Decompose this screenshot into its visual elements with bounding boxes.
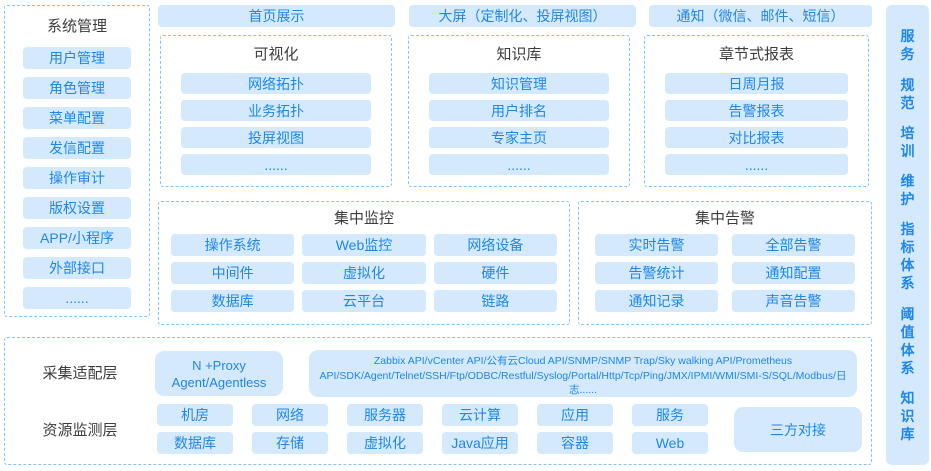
feature-box: ...... <box>665 154 848 175</box>
resource-box: 虚拟化 <box>347 432 423 454</box>
resource-box: 数据库 <box>157 432 233 454</box>
feature-box: 投屏视图 <box>181 127 371 148</box>
alarm-box: 全部告警 <box>732 234 855 256</box>
monitor-box: 中间件 <box>171 262 295 284</box>
feature-panels-row: 可视化 网络拓扑 业务拓扑 投屏视图 ...... 知识库 知识管理 用户排名 … <box>160 35 872 187</box>
feature-box: 告警报表 <box>665 100 848 121</box>
resource-layer-label: 资源监测层 <box>42 422 118 439</box>
resource-box: 云计算 <box>442 404 518 426</box>
vertical-label: 指标体系 <box>900 221 915 292</box>
panel-title: 章节式报表 <box>718 46 794 63</box>
resource-box: 网络 <box>252 404 328 426</box>
panel-title: 系统管理 <box>46 18 107 35</box>
panel-title: 集中告警 <box>694 210 755 227</box>
alarm-box: 通知配置 <box>732 262 855 284</box>
resource-box: 机房 <box>157 404 233 426</box>
vertical-label: 服务 <box>900 28 915 63</box>
alarm-box: 实时告警 <box>595 234 718 256</box>
menu-box: 发信配置 <box>23 137 131 159</box>
vertical-label: 维护 <box>900 173 915 207</box>
monitor-box: Web监控 <box>302 234 426 256</box>
feature-box: 业务拓扑 <box>181 100 371 121</box>
menu-box: 菜单配置 <box>23 107 131 129</box>
menu-box: 外部接口 <box>23 257 131 279</box>
resource-box: Web <box>632 432 708 454</box>
third-party-box: 三方对接 <box>734 407 862 452</box>
vertical-label: 知识库 <box>900 389 915 442</box>
api-protocols-box: Zabbix API/vCenter API/公有云Cloud API/SNMP… <box>309 350 857 397</box>
monitor-box: 云平台 <box>302 290 426 312</box>
menu-box: 用户管理 <box>23 47 131 69</box>
monitor-box: 硬件 <box>433 262 557 284</box>
monitor-box: 操作系统 <box>171 234 295 256</box>
feature-box: ...... <box>181 154 371 175</box>
vertical-label: 阈值体系 <box>900 305 915 376</box>
central-alarm-panel: 集中告警 实时告警 全部告警 告警统计 通知配置 通知记录 声音告警 <box>578 201 872 325</box>
alarm-box: 声音告警 <box>732 290 855 312</box>
notification-box: 通知（微信、邮件、短信） <box>649 5 872 27</box>
feature-box: 对比报表 <box>665 127 848 148</box>
feature-box: 网络拓扑 <box>181 73 371 94</box>
resource-box: Java应用 <box>442 432 518 454</box>
panel-title: 知识库 <box>496 46 542 63</box>
collection-layers-panel: 采集适配层 N +Proxy Agent/Agentless Zabbix AP… <box>4 337 872 465</box>
feature-box: ...... <box>429 154 609 175</box>
proxy-line1: N +Proxy <box>192 357 246 373</box>
monitor-box: 链路 <box>433 290 557 312</box>
top-feature-row: 首页展示 大屏（定制化、投屏视图） 通知（微信、邮件、短信） <box>158 5 872 27</box>
monitoring-alarm-row: 集中监控 操作系统 Web监控 网络设备 中间件 虚拟化 硬件 数据库 云平台 … <box>158 201 872 325</box>
resource-box: 服务 <box>632 404 708 426</box>
big-screen-box: 大屏（定制化、投屏视图） <box>409 5 636 27</box>
central-monitoring-panel: 集中监控 操作系统 Web监控 网络设备 中间件 虚拟化 硬件 数据库 云平台 … <box>158 201 570 325</box>
resource-box: 容器 <box>537 432 613 454</box>
alarm-box: 通知记录 <box>595 290 718 312</box>
system-management-items: 用户管理 角色管理 菜单配置 发信配置 操作审计 版权设置 APP/小程序 外部… <box>23 47 131 309</box>
monitor-box: 虚拟化 <box>302 262 426 284</box>
panel-title: 可视化 <box>253 46 299 63</box>
support-system-sidebar: 服务 规范 培训 维护 指标体系 阈值体系 知识库 <box>886 5 929 465</box>
feature-box: 用户排名 <box>429 100 609 121</box>
monitor-box: 数据库 <box>171 290 295 312</box>
menu-box: 角色管理 <box>23 77 131 99</box>
panel-title: 集中监控 <box>333 210 394 227</box>
proxy-line2: Agent/Agentless <box>171 374 267 390</box>
resource-box: 服务器 <box>347 404 423 426</box>
menu-box: 操作审计 <box>23 167 131 189</box>
home-display-box: 首页展示 <box>158 5 395 27</box>
vertical-label: 规范 <box>900 76 915 111</box>
resource-box: 应用 <box>537 404 613 426</box>
system-management-panel: 系统管理 用户管理 角色管理 菜单配置 发信配置 操作审计 版权设置 APP/小… <box>4 5 150 317</box>
feature-box: 专家主页 <box>429 127 609 148</box>
visualization-panel: 可视化 网络拓扑 业务拓扑 投屏视图 ...... <box>160 35 392 187</box>
menu-box: ...... <box>23 287 131 309</box>
alarm-box: 告警统计 <box>595 262 718 284</box>
menu-box: APP/小程序 <box>23 227 131 249</box>
feature-box: 知识管理 <box>429 73 609 94</box>
vertical-label: 培训 <box>900 124 915 159</box>
adapter-layer-label: 采集适配层 <box>42 365 118 382</box>
resource-box: 存储 <box>252 432 328 454</box>
proxy-agent-box: N +Proxy Agent/Agentless <box>155 351 283 396</box>
knowledge-base-panel: 知识库 知识管理 用户排名 专家主页 ...... <box>408 35 630 187</box>
report-panel: 章节式报表 日周月报 告警报表 对比报表 ...... <box>644 35 869 187</box>
menu-box: 版权设置 <box>23 197 131 219</box>
feature-box: 日周月报 <box>665 73 848 94</box>
monitor-box: 网络设备 <box>433 234 557 256</box>
resource-boxes-grid: 机房 网络 服务器 云计算 应用 服务 数据库 存储 虚拟化 Java应用 容器… <box>157 404 708 454</box>
